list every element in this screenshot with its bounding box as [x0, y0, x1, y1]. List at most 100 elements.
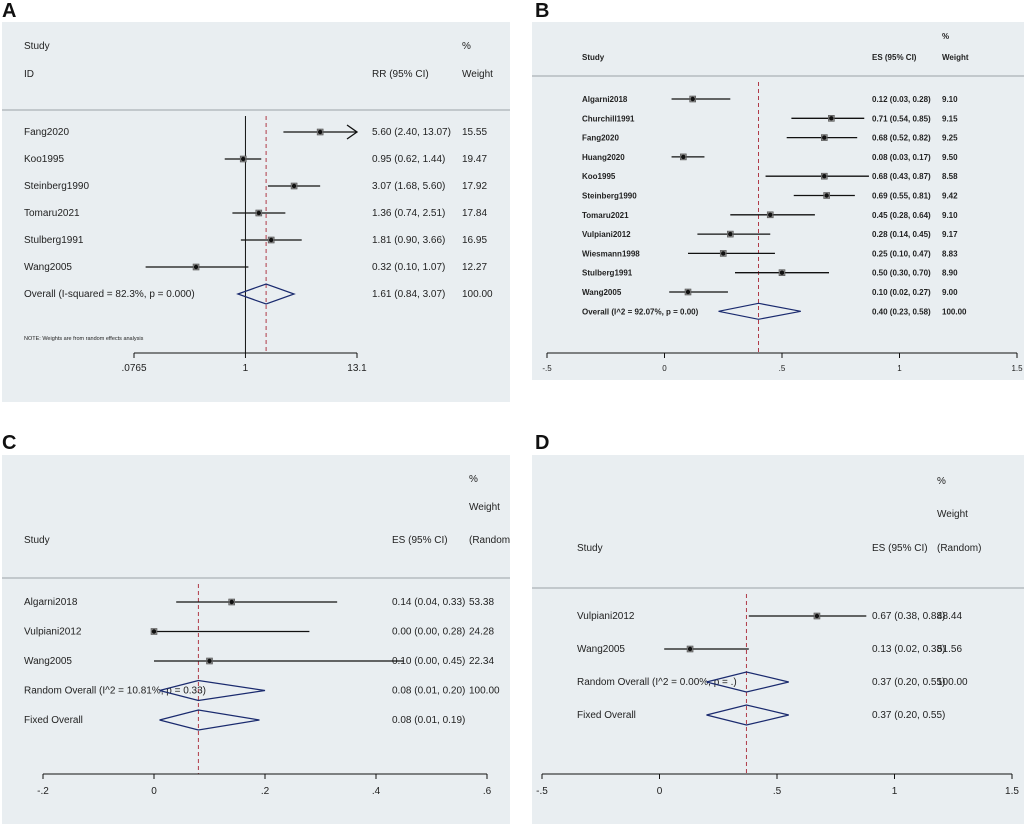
study-weight: 9.17	[942, 230, 958, 239]
overall-label: Overall (I^2 = 92.07%, p = 0.00)	[582, 307, 699, 316]
study-weight: 15.55	[462, 127, 487, 138]
point-estimate	[681, 154, 686, 160]
study-label: Algarni2018	[582, 95, 628, 104]
study-ci-text: 0.00 (0.00, 0.28)	[392, 627, 465, 638]
header-weight-label: %	[469, 474, 478, 485]
pooled-diamond	[706, 704, 789, 726]
header-weight-label: Weight	[469, 502, 500, 513]
x-tick-label: -.5	[536, 786, 548, 797]
study-ci-text: 0.28 (0.14, 0.45)	[872, 230, 931, 239]
overall-weight: 100.00	[469, 686, 500, 697]
study-ci-text: 1.81 (0.90, 3.66)	[372, 235, 445, 246]
x-tick-label: 0	[662, 364, 667, 373]
point-estimate	[824, 193, 829, 198]
study-label: Stulberg1991	[582, 269, 633, 278]
x-tick-label: .2	[261, 786, 270, 797]
study-ci-text: 0.10 (0.02, 0.27)	[872, 288, 931, 297]
x-tick-label: 1	[897, 364, 902, 373]
study-ci-text: 0.08 (0.03, 0.17)	[872, 153, 931, 162]
study-label: Stulberg1991	[24, 235, 84, 246]
header-weight-label: (Random)	[469, 535, 510, 546]
study-ci-text: 0.10 (0.00, 0.45)	[392, 656, 465, 667]
x-tick-label: .5	[773, 786, 782, 797]
point-estimate	[721, 251, 726, 256]
point-estimate	[151, 629, 157, 634]
study-ci-text: 0.13 (0.02, 0.38)	[872, 644, 945, 655]
x-tick-label: 0	[151, 786, 157, 797]
x-tick-label: 1	[243, 363, 249, 374]
x-tick-label: 0	[657, 786, 663, 797]
header-weight-label: Weight	[942, 53, 969, 62]
study-ci-text: 0.12 (0.03, 0.28)	[872, 95, 931, 104]
x-tick-label: .0765	[121, 363, 146, 374]
study-weight: 9.00	[942, 288, 958, 297]
study-ci-text: 0.95 (0.62, 1.44)	[372, 154, 445, 165]
point-estimate	[256, 210, 261, 216]
study-ci-text: 0.50 (0.30, 0.70)	[872, 269, 931, 278]
study-weight: 9.25	[942, 134, 958, 143]
study-weight: 17.92	[462, 181, 487, 192]
header-label: Study	[577, 543, 603, 554]
study-ci-text: 1.36 (0.74, 2.51)	[372, 208, 445, 219]
header-label: Study	[24, 535, 50, 546]
overall-label: Overall (I-squared = 82.3%, p = 0.000)	[24, 289, 195, 300]
overall-ci-text: 0.37 (0.20, 0.55)	[872, 677, 945, 688]
x-tick-label: 1.5	[1005, 786, 1019, 797]
study-weight: 8.83	[942, 249, 958, 258]
header-weight-label: (Random)	[937, 543, 981, 554]
study-label: Koo1995	[24, 154, 64, 165]
forest-plot-a-svg: Study % ID RR (95% CI) Weight Fang2020 5.60 (2…	[2, 41, 510, 374]
study-label: Vulpiani2012	[577, 611, 635, 622]
point-estimate	[207, 658, 212, 664]
header-label: ID	[24, 69, 34, 80]
study-weight: 51.56	[937, 644, 962, 655]
overall-ci-text: 0.08 (0.01, 0.19)	[392, 715, 465, 726]
study-ci-text: 0.32 (0.10, 1.07)	[372, 262, 445, 273]
panel-label-d: D	[535, 432, 550, 454]
study-weight: 9.50	[942, 153, 958, 162]
point-estimate	[291, 183, 297, 189]
study-label: Koo1995	[582, 172, 616, 181]
header-label: Study	[582, 53, 605, 62]
point-estimate	[229, 599, 234, 605]
study-weight: 8.58	[942, 172, 958, 181]
study-weight: 48.44	[937, 611, 962, 622]
study-label: Wang2005	[24, 262, 72, 273]
ci-arrow	[346, 124, 359, 140]
study-label: Fang2020	[24, 127, 69, 138]
study-label: Tomaru2021	[24, 208, 80, 219]
overall-label: Fixed Overall	[577, 710, 636, 721]
x-tick-label: 1.5	[1011, 364, 1023, 373]
point-estimate	[728, 231, 733, 237]
study-ci-text: 0.14 (0.04, 0.33)	[392, 597, 465, 608]
study-ci-text: 0.68 (0.43, 0.87)	[872, 172, 931, 181]
point-estimate	[193, 264, 199, 270]
overall-ci-text: 0.37 (0.20, 0.55)	[872, 710, 945, 721]
overall-weight: 100.00	[942, 307, 967, 316]
x-tick-label: -.5	[542, 364, 552, 373]
forest-plot-b: % Study ES (95% CI) Weight Algarni2018 0.12 (…	[532, 22, 1024, 380]
header-label: Study	[24, 41, 50, 52]
overall-ci-text: 0.40 (0.23, 0.58)	[872, 307, 931, 316]
header-weight-label: %	[942, 32, 949, 41]
forest-plot-a: Study% ID RR (95% CI) Weight Fang2020 5.60 (2…	[2, 22, 510, 402]
study-weight: 9.15	[942, 114, 958, 123]
x-tick-label: .6	[483, 786, 492, 797]
pooled-diamond	[236, 283, 296, 305]
study-label: Churchill1991	[582, 114, 635, 123]
study-weight: 9.42	[942, 192, 958, 201]
study-weight: 19.47	[462, 154, 487, 165]
study-weight: 9.10	[942, 211, 958, 220]
forest-plot-c-svg: % Weight Study ES (95% CI) (Random) Algarni20…	[2, 474, 510, 797]
study-weight: 22.34	[469, 656, 494, 667]
overall-label: Random Overall (I^2 = 0.00%, p = .)	[577, 677, 737, 688]
pooled-diamond	[159, 709, 260, 731]
header-weight-label: %	[462, 41, 471, 52]
panel-label-c: C	[2, 432, 17, 454]
overall-weight: 100.00	[462, 289, 493, 300]
pooled-diamond	[159, 679, 266, 702]
study-label: Algarni2018	[24, 597, 78, 608]
overall-ci-text: 1.61 (0.84, 3.07)	[372, 289, 445, 300]
study-label: Wang2005	[24, 656, 72, 667]
study-ci-text: 0.71 (0.54, 0.85)	[872, 114, 931, 123]
